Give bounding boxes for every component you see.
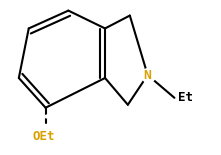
Text: OEt: OEt bbox=[32, 130, 55, 143]
Text: N: N bbox=[144, 69, 152, 82]
Text: Et: Et bbox=[178, 91, 193, 104]
